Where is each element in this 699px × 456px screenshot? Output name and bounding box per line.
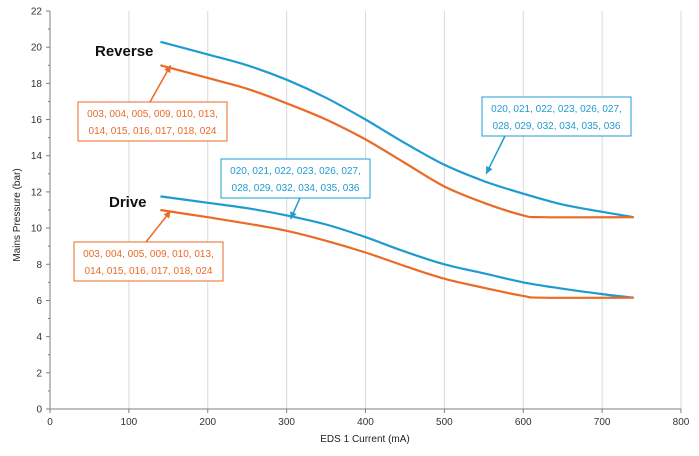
annotation-box <box>220 158 371 199</box>
annotation-callout: 020, 021, 022, 023, 026, 027, 028, 029, 0… <box>481 96 632 175</box>
annotation-callout: 003, 004, 005, 009, 010, 013, 014, 015, 0… <box>73 210 224 282</box>
y-tick-label: 14 <box>31 151 43 162</box>
y-tick-label: 16 <box>31 115 43 126</box>
annotation-text: 014, 015, 016, 017, 018, 024 <box>85 266 213 277</box>
y-tick-label: 4 <box>36 332 42 343</box>
annotation-arrow-head <box>164 65 171 74</box>
y-tick-label: 18 <box>31 79 43 90</box>
y-tick-label: 8 <box>36 260 42 271</box>
y-tick-label: 10 <box>31 224 43 235</box>
gridlines <box>128 11 682 409</box>
y-ticks: 0 2 4 6 8 10 12 14 16 18 20 22 <box>31 7 50 416</box>
series-line-drive-orange <box>160 208 634 299</box>
x-tick-label: 200 <box>199 417 216 428</box>
series-line-drive-blue <box>160 195 634 299</box>
x-axis-title: EDS 1 Current (mA) <box>320 434 409 445</box>
x-tick-label: 300 <box>278 417 295 428</box>
annotation-text: 028, 029, 032, 034, 035, 036 <box>493 121 621 132</box>
annotation-arrow-head <box>290 211 297 220</box>
x-ticks: 0 100 200 300 400 500 600 700 800 <box>47 409 690 428</box>
annotations: 003, 004, 005, 009, 010, 013, 014, 015, 0… <box>73 64 632 282</box>
annotation-text: 020, 021, 022, 023, 026, 027, <box>230 166 361 177</box>
y-tick-label: 2 <box>36 368 42 379</box>
y-tick-label: 6 <box>36 296 42 307</box>
annotation-box <box>481 96 632 137</box>
annotation-arrow-line <box>485 135 506 175</box>
annotation-arrow-line <box>149 64 172 103</box>
annotation-box <box>73 241 224 282</box>
annotation-text: 020, 021, 022, 023, 026, 027, <box>491 104 622 115</box>
y-tick-label: 22 <box>31 7 43 18</box>
series-lines <box>160 40 634 299</box>
annotation-text: 014, 015, 016, 017, 018, 024 <box>89 126 217 137</box>
group-label-drive: Drive <box>109 194 147 211</box>
series-line-reverse-blue <box>160 40 634 219</box>
annotation-arrow-head <box>486 165 493 174</box>
x-tick-label: 0 <box>47 417 53 428</box>
x-tick-label: 400 <box>357 417 374 428</box>
annotation-text: 003, 004, 005, 009, 010, 013, <box>87 109 218 120</box>
y-axis-title: Mains Pressure (bar) <box>12 168 23 261</box>
annotation-callout: 003, 004, 005, 009, 010, 013, 014, 015, 0… <box>77 64 228 142</box>
annotation-text: 028, 029, 032, 034, 035, 036 <box>232 183 360 194</box>
x-tick-label: 600 <box>515 417 532 428</box>
annotation-text: 003, 004, 005, 009, 010, 013, <box>83 249 214 260</box>
series-line-reverse-orange <box>160 64 634 219</box>
x-tick-label: 500 <box>436 417 453 428</box>
group-label-reverse: Reverse <box>95 43 153 60</box>
annotation-arrow-head <box>163 210 171 219</box>
x-tick-label: 800 <box>673 417 690 428</box>
annotation-callout: 020, 021, 022, 023, 026, 027, 028, 029, 0… <box>220 158 371 220</box>
x-tick-label: 100 <box>121 417 138 428</box>
y-tick-label: 20 <box>31 43 43 54</box>
y-tick-label: 12 <box>31 187 43 198</box>
annotation-box <box>77 101 228 142</box>
x-tick-label: 700 <box>594 417 611 428</box>
y-tick-label: 0 <box>36 405 42 416</box>
